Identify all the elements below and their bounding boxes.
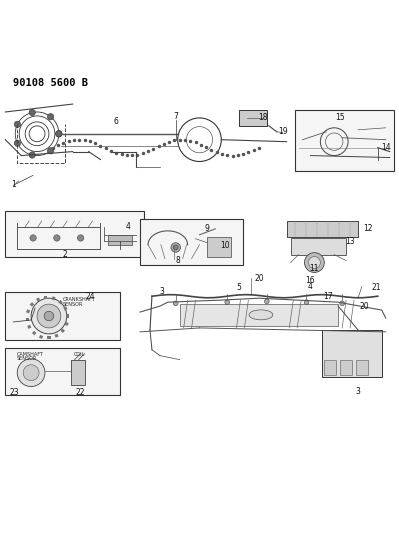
- Circle shape: [14, 121, 21, 127]
- Bar: [109, 235, 132, 245]
- Bar: [340, 360, 352, 375]
- Bar: [58, 300, 63, 304]
- Text: CAMSHAFT: CAMSHAFT: [16, 352, 43, 357]
- Bar: [66, 314, 69, 318]
- Text: 3: 3: [160, 287, 164, 296]
- Circle shape: [29, 152, 36, 158]
- Text: 16: 16: [306, 276, 315, 285]
- Circle shape: [54, 235, 60, 241]
- Circle shape: [340, 301, 344, 306]
- Text: 24: 24: [86, 292, 95, 301]
- Bar: [286, 221, 358, 237]
- Bar: [47, 336, 51, 340]
- Bar: [32, 331, 36, 335]
- Bar: [26, 318, 29, 321]
- Text: 5: 5: [237, 283, 241, 292]
- Bar: [140, 219, 243, 264]
- Circle shape: [308, 256, 320, 269]
- Circle shape: [23, 365, 39, 381]
- Circle shape: [17, 359, 45, 386]
- Circle shape: [44, 311, 54, 321]
- Circle shape: [173, 301, 178, 306]
- Bar: [44, 296, 47, 299]
- Bar: [322, 330, 382, 377]
- Text: 19: 19: [278, 127, 288, 136]
- Bar: [5, 211, 144, 256]
- Bar: [290, 238, 346, 255]
- Text: 22: 22: [76, 387, 85, 397]
- Text: 2: 2: [62, 250, 67, 259]
- Bar: [239, 110, 267, 126]
- Bar: [356, 360, 368, 375]
- Bar: [5, 348, 120, 395]
- Text: 1: 1: [11, 180, 16, 189]
- Bar: [26, 309, 30, 313]
- Bar: [39, 335, 43, 339]
- Text: 15: 15: [335, 114, 345, 123]
- Bar: [63, 306, 67, 311]
- Bar: [30, 302, 34, 306]
- Text: 10: 10: [220, 240, 230, 249]
- Text: 20: 20: [359, 302, 369, 311]
- Text: 12: 12: [363, 224, 373, 233]
- Circle shape: [14, 140, 21, 147]
- Text: 17: 17: [324, 292, 333, 301]
- Bar: [51, 296, 56, 301]
- Circle shape: [171, 243, 180, 252]
- Text: SENSOR: SENSOR: [63, 302, 83, 307]
- Circle shape: [77, 235, 84, 241]
- Text: 4: 4: [308, 282, 313, 291]
- Text: 23: 23: [10, 387, 19, 397]
- Text: 21: 21: [371, 282, 381, 292]
- Circle shape: [30, 235, 36, 241]
- Bar: [5, 292, 120, 340]
- Circle shape: [225, 300, 229, 304]
- Bar: [55, 334, 59, 338]
- Text: 18: 18: [258, 112, 268, 122]
- Text: 4: 4: [126, 222, 130, 231]
- Bar: [27, 325, 32, 329]
- Circle shape: [173, 245, 178, 250]
- Ellipse shape: [249, 310, 273, 320]
- Bar: [294, 110, 394, 172]
- Text: COIL: COIL: [74, 352, 85, 357]
- Circle shape: [29, 109, 36, 116]
- Bar: [180, 304, 338, 326]
- Bar: [324, 360, 336, 375]
- Text: 20: 20: [254, 274, 264, 283]
- Text: 90108 5600 B: 90108 5600 B: [13, 78, 88, 88]
- Text: 6: 6: [114, 117, 119, 126]
- Circle shape: [265, 299, 269, 304]
- Circle shape: [47, 114, 54, 120]
- Text: 3: 3: [356, 387, 360, 396]
- Circle shape: [304, 300, 309, 304]
- Text: 8: 8: [175, 256, 180, 265]
- Bar: [71, 360, 85, 385]
- Bar: [65, 322, 69, 326]
- Circle shape: [47, 148, 54, 154]
- Circle shape: [56, 131, 62, 137]
- Text: SENSOR: SENSOR: [16, 357, 37, 361]
- Text: 14: 14: [381, 143, 391, 152]
- Bar: [207, 237, 231, 256]
- Bar: [61, 328, 65, 333]
- Text: CRANKSHAFT: CRANKSHAFT: [63, 297, 95, 302]
- Circle shape: [56, 131, 62, 137]
- Bar: [36, 297, 40, 302]
- Text: 9: 9: [205, 223, 210, 232]
- Circle shape: [304, 253, 324, 272]
- Circle shape: [37, 304, 61, 328]
- Text: 7: 7: [173, 112, 178, 121]
- Text: 13: 13: [345, 237, 355, 246]
- Text: 11: 11: [310, 264, 319, 273]
- Circle shape: [31, 298, 67, 334]
